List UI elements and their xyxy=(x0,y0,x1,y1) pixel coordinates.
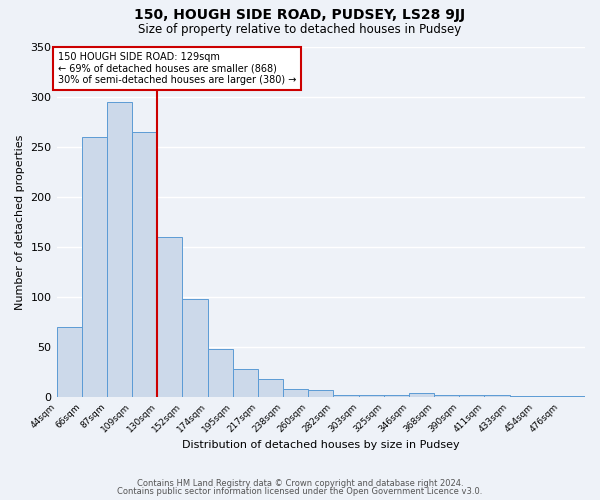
Bar xyxy=(509,396,535,398)
Text: 150, HOUGH SIDE ROAD, PUDSEY, LS28 9JJ: 150, HOUGH SIDE ROAD, PUDSEY, LS28 9JJ xyxy=(134,8,466,22)
Bar xyxy=(283,390,308,398)
Bar xyxy=(132,132,157,398)
Bar xyxy=(334,396,359,398)
Bar xyxy=(208,350,233,398)
Bar xyxy=(484,396,509,398)
Bar xyxy=(107,102,132,398)
Y-axis label: Number of detached properties: Number of detached properties xyxy=(15,134,25,310)
Bar xyxy=(459,396,484,398)
Bar xyxy=(308,390,334,398)
Bar xyxy=(182,299,208,398)
Bar xyxy=(82,137,107,398)
Bar xyxy=(560,396,585,398)
Bar xyxy=(56,328,82,398)
Bar xyxy=(233,370,258,398)
Text: Contains HM Land Registry data © Crown copyright and database right 2024.: Contains HM Land Registry data © Crown c… xyxy=(137,478,463,488)
X-axis label: Distribution of detached houses by size in Pudsey: Distribution of detached houses by size … xyxy=(182,440,460,450)
Text: 150 HOUGH SIDE ROAD: 129sqm
← 69% of detached houses are smaller (868)
30% of se: 150 HOUGH SIDE ROAD: 129sqm ← 69% of det… xyxy=(58,52,296,84)
Bar xyxy=(258,380,283,398)
Bar xyxy=(359,396,383,398)
Text: Size of property relative to detached houses in Pudsey: Size of property relative to detached ho… xyxy=(139,22,461,36)
Bar xyxy=(535,396,560,398)
Bar xyxy=(409,394,434,398)
Bar xyxy=(383,396,409,398)
Bar xyxy=(434,396,459,398)
Text: Contains public sector information licensed under the Open Government Licence v3: Contains public sector information licen… xyxy=(118,487,482,496)
Bar xyxy=(157,237,182,398)
